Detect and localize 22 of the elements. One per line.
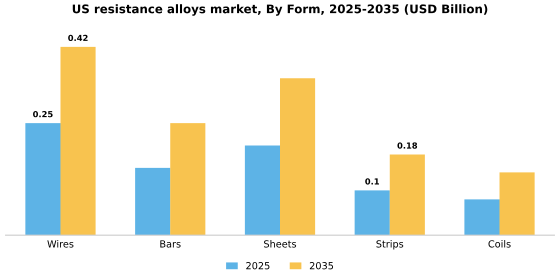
x-tick-label: Bars xyxy=(160,240,181,248)
data-label: 0.1 xyxy=(365,178,380,185)
chart-title: US resistance alloys market, By Form, 2025-2035 (USD Billion) xyxy=(72,4,488,16)
bar xyxy=(60,46,96,236)
data-label: 0.42 xyxy=(68,34,88,42)
x-tick-label: Coils xyxy=(488,240,511,248)
data-label: 0.25 xyxy=(33,110,53,118)
bar xyxy=(244,146,280,236)
bar xyxy=(25,123,60,236)
bar xyxy=(464,199,500,236)
bar xyxy=(280,78,316,236)
bar xyxy=(135,168,170,236)
bar xyxy=(390,154,425,236)
x-tick-label: Wires xyxy=(47,240,74,248)
bar xyxy=(354,190,390,236)
legend-label: 2025 xyxy=(246,262,270,270)
x-tick-label: Sheets xyxy=(264,240,296,248)
bar xyxy=(170,123,206,236)
x-tick-label: Strips xyxy=(376,240,404,250)
bar xyxy=(500,172,535,236)
data-label: 0.18 xyxy=(397,142,418,149)
legend-label: 2035 xyxy=(310,262,334,270)
